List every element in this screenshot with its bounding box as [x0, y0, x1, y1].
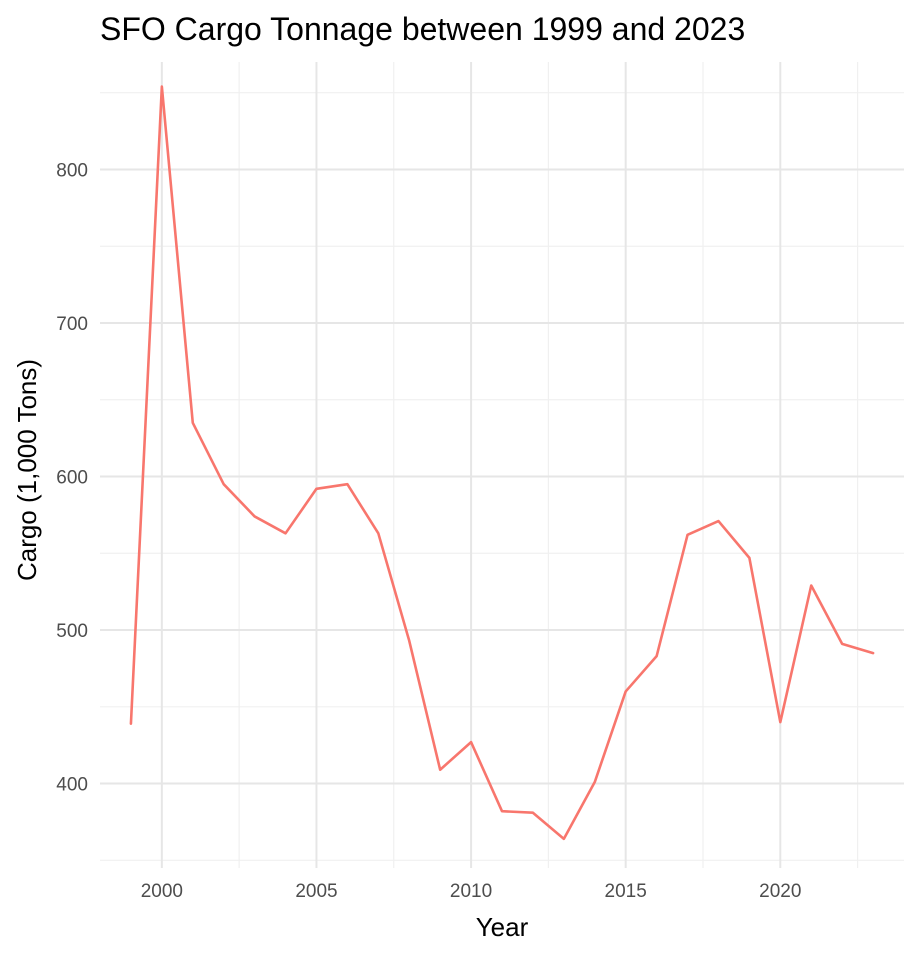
- y-axis-tick-labels: 400 500 600 700 800: [56, 160, 88, 795]
- chart-title: SFO Cargo Tonnage between 1999 and 2023: [100, 11, 745, 47]
- y-tick-label: 500: [56, 621, 88, 642]
- x-tick-label: 2015: [605, 881, 647, 902]
- y-tick-label: 700: [56, 314, 88, 335]
- y-tick-label: 400: [56, 775, 88, 796]
- y-axis-title: Cargo (1,000 Tons): [12, 359, 42, 581]
- y-tick-label: 800: [56, 160, 88, 181]
- x-tick-label: 2005: [295, 881, 337, 902]
- x-axis-tick-labels: 2000 2005 2010 2015 2020: [141, 881, 802, 902]
- series-layer: [129, 85, 875, 841]
- x-axis-title: Year: [476, 912, 529, 942]
- x-tick-label: 2010: [450, 881, 492, 902]
- y-tick-label: 600: [56, 468, 88, 489]
- grid: [100, 62, 904, 868]
- x-tick-label: 2000: [141, 881, 183, 902]
- x-tick-label: 2020: [759, 881, 801, 902]
- series-line: [129, 85, 875, 841]
